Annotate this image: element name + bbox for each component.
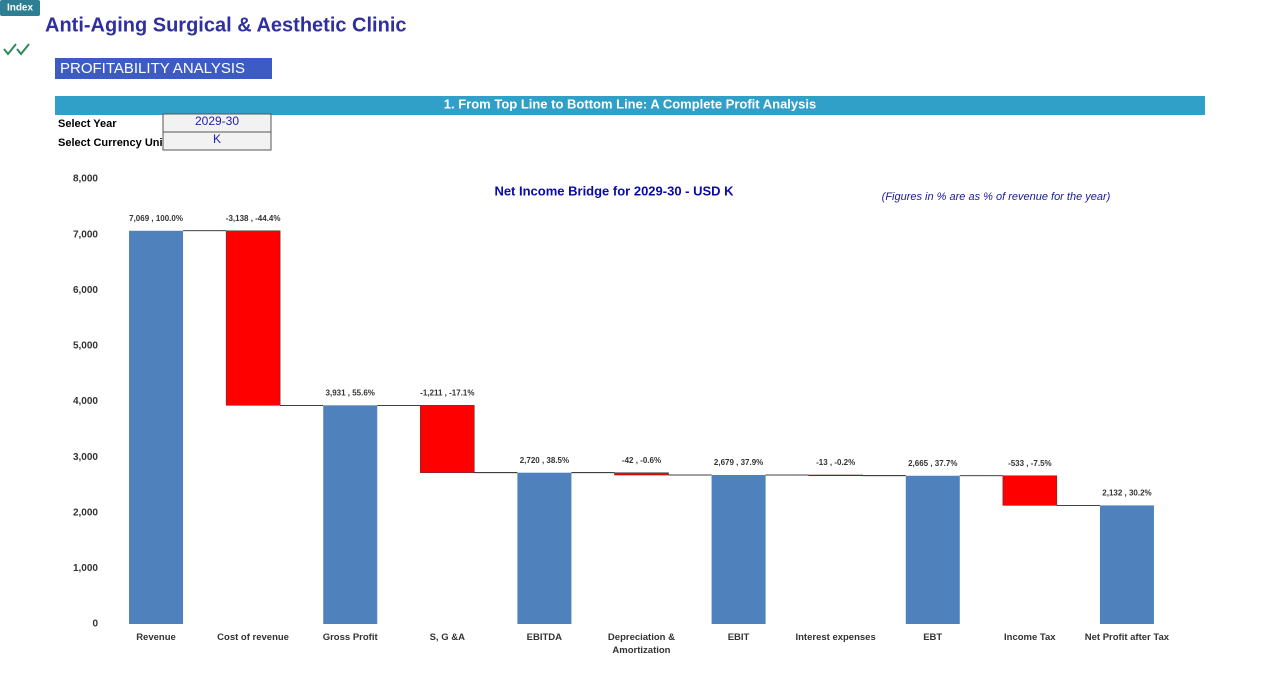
value-label: 3,931 , 55.6% [326,388,375,397]
bar [420,405,475,473]
bar [1002,475,1058,506]
y-tick-label: 6,000 [73,285,98,296]
y-tick-label: 4,000 [73,396,98,407]
x-tick-label: Income Tax [1004,632,1056,643]
x-tick-label: Depreciation & Amortization [607,632,675,656]
value-label: -42 , -0.6% [622,456,661,465]
bar [614,472,669,476]
value-label: 7,069 , 100.0% [129,214,183,223]
x-tick-label: Net Profit after Tax [1084,632,1170,643]
value-label: 2,665 , 37.7% [908,459,957,468]
index-tab[interactable] [0,0,40,16]
bar [1099,505,1154,624]
bar [323,405,378,624]
page-title: Anti-Aging Surgical & Aesthetic Clinic [45,14,407,36]
x-tick-label: Interest expenses [795,632,876,643]
x-tick-label: EBITDA [526,632,563,643]
value-label: 2,720 , 38.5% [520,456,569,465]
y-tick-label: 7,000 [73,229,98,240]
value-label: -3,138 , -44.4% [226,214,281,223]
bar [225,230,281,406]
x-tick-label: Gross Profit [322,632,378,643]
chart-note: (Figures in % are as % of revenue for th… [882,191,1111,203]
banner [55,96,1205,115]
bar [808,474,863,477]
y-tick-label: 0 [92,619,98,630]
section-box [55,58,272,79]
bar [517,472,572,624]
y-tick-label: 3,000 [73,452,98,463]
bar [129,230,184,625]
chart-title: Net Income Bridge for 2029-30 - USD K [494,183,734,198]
y-tick-label: 1,000 [73,563,98,574]
x-tick-label: S, G &A [429,632,465,643]
currency-input[interactable] [162,131,272,151]
x-tick-label: EBIT [727,632,750,643]
year-value[interactable]: 2029-30 [195,114,239,128]
currency-value[interactable]: K [213,132,221,146]
value-label: -533 , -7.5% [1008,459,1052,468]
x-tick-label: Cost of revenue [217,632,289,643]
section-title: PROFITABILITY ANALYSIS [60,60,245,77]
value-label: -1,211 , -17.1% [420,388,474,397]
x-tick-label: Revenue [136,632,176,643]
y-tick-label: 8,000 [73,174,98,185]
year-label: Select Year [58,118,117,130]
currency-label: Select Currency Unit [58,137,167,149]
value-label: 2,679 , 37.9% [714,458,763,467]
bar [711,474,766,624]
check-icon [3,43,30,56]
y-tick-label: 2,000 [73,507,98,518]
index-label[interactable]: Index [7,3,34,14]
y-tick-label: 5,000 [73,341,98,352]
bar [905,475,960,624]
value-label: 2,132 , 30.2% [1102,489,1151,498]
banner-text: 1. From Top Line to Bottom Line: A Compl… [444,96,816,111]
x-tick-label: EBT [923,632,943,643]
value-label: -13 , -0.2% [816,458,855,467]
